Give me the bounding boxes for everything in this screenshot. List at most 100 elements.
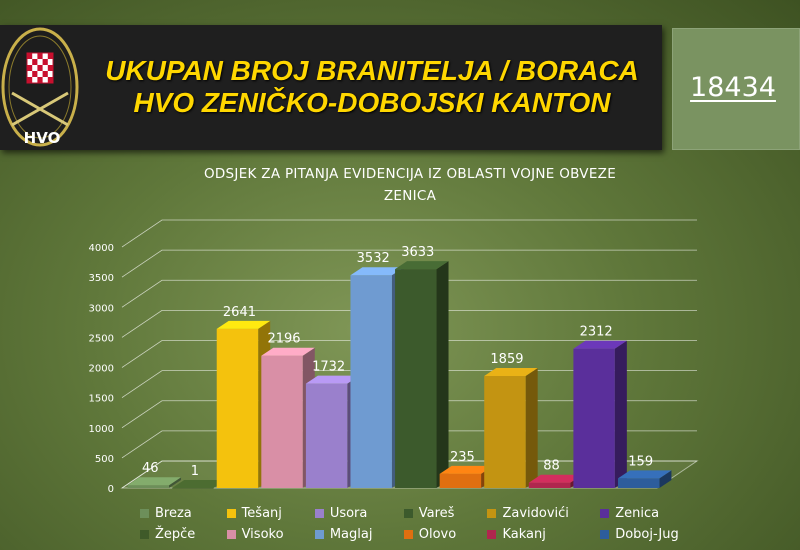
bar-top [573,340,627,349]
bar-front [172,487,214,489]
bar-olovo [439,465,494,488]
bar-top [484,367,538,376]
legend-label: Breza [155,506,192,521]
legend-item: Zavidovići [487,506,590,521]
legend-swatch [314,509,324,518]
legend-label: Doboj-Jug [615,527,679,542]
bar-front [216,328,259,488]
legend-item: Tešanj [226,506,305,521]
legend-item: Breza [140,506,217,521]
y-tick-label: 3000 [89,303,114,314]
bar-zenica [573,340,627,488]
y-tick-label: 2500 [89,333,114,344]
y-tick-label: 3500 [89,273,114,284]
total-value: 18434 [690,72,776,103]
gridline [121,309,697,338]
bar-front [484,375,526,488]
legend-label: Vareš [418,506,455,521]
bar-front [528,482,571,488]
legend-label: Maglaj [329,527,373,542]
bar-top [395,261,449,270]
y-tick-label: 2000 [89,364,114,375]
data-label: 3532 [357,251,390,266]
legend: Breza Tešanj Usora Vareš Zavidovići Zenica Žep… [140,506,700,542]
legend-item: Vareš [403,506,478,521]
bar-front [573,348,615,488]
legend-swatch [226,509,236,518]
title-line-1: UKUPAN BROJ BRANITELJA / BORACA [105,55,639,86]
bar-top [439,465,494,474]
bars [127,261,672,489]
legend-label: Žepče [155,527,196,542]
legend-swatch [600,530,610,539]
chart-title: ODSJEK ZA PITANJA EVIDENCIJA IZ OBLASTI … [110,163,710,207]
data-label: 235 [450,450,475,465]
bar-vareš [395,261,449,488]
bar-front [395,269,437,488]
bar-zavidovići [484,367,538,488]
bar-side [659,470,672,488]
legend-swatch [226,530,236,539]
data-label: 3633 [401,245,434,260]
legend-swatch [140,509,149,518]
legend-item: Maglaj [314,527,394,542]
legend-label: Tešanj [241,506,282,521]
legend-label: Usora [329,506,368,521]
legend-swatch [487,509,497,518]
data-label: 2196 [267,332,300,347]
chart-title-line-1: ODSJEK ZA PITANJA EVIDENCIJA IZ OBLASTI … [203,166,617,182]
legend-label: Zenica [615,506,660,521]
legend-swatch [403,509,413,518]
bar-side [169,477,182,488]
hvo-logo: HVO [0,25,80,150]
legend-item: Žepče [140,527,217,542]
bar-doboj-jug [617,470,672,488]
bar-front [305,383,348,488]
y-tick-label: 4000 [89,243,114,254]
bar-front [261,355,303,488]
bar-top [350,267,404,276]
bar-top [305,375,360,384]
page-title: UKUPAN BROJ BRANITELJA / BORACA HVO ZENI… [82,55,662,119]
bar-side [614,340,627,488]
bar-front [350,275,392,488]
legend-item: Olovo [403,527,478,542]
bar-side [525,367,538,488]
y-tick-label: 1000 [89,424,114,435]
data-label: 2641 [223,305,256,320]
chart-title-line-2: ZENICA [383,188,437,204]
data-label: 1859 [490,352,523,367]
bar-front [439,473,482,488]
y-tick-label: 0 [108,484,114,495]
legend-swatch [487,530,497,539]
data-label: 1 [191,464,199,479]
legend-item: Kakanj [487,527,590,542]
legend-item: Usora [314,506,394,521]
data-label: 88 [543,459,560,474]
y-tick-label: 500 [95,454,114,465]
legend-swatch [314,530,324,539]
gridline [121,249,697,278]
logo-text: HVO [23,129,61,147]
data-label: 159 [628,454,653,469]
gridline [121,340,697,368]
legend-swatch [403,530,413,539]
legend-swatch [140,530,149,539]
bar-top [617,470,672,479]
title-line-2: HVO ZENIČKO-DOBOJSKI KANTON [133,87,611,118]
gridline [121,219,697,248]
legend-item: Visoko [226,527,305,542]
bar-side [436,261,449,488]
bar-top [127,477,182,486]
bar-front [127,485,170,488]
data-label: 1732 [312,360,345,375]
bar-front [617,478,660,488]
bar-top [216,320,271,329]
legend-label: Kakanj [502,527,546,542]
bar-top [528,474,583,483]
bar-top [172,479,226,488]
data-label: 46 [142,461,159,476]
total-box [672,28,800,150]
header-bar [0,25,662,150]
